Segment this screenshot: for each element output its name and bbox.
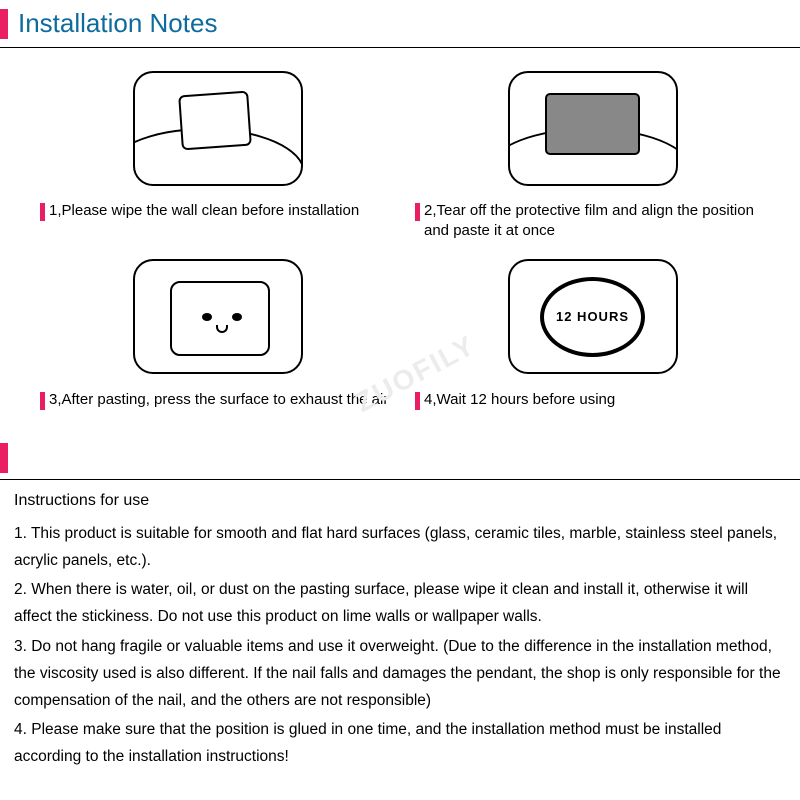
accent-mark [415,203,420,221]
step-4-caption: 4,Wait 12 hours before using [424,390,615,410]
steps-grid: 1,Please wipe the wall clean before inst… [0,48,800,420]
accent-mark [40,203,45,221]
step-4-illustration: 12 HOURS [438,252,748,382]
step-1-illustration [63,63,373,193]
page-title: Installation Notes [18,8,217,39]
step-1-caption: 1,Please wipe the wall clean before inst… [49,201,359,221]
instruction-item: 3. Do not hang fragile or valuable items… [14,633,786,714]
step-2-illustration [438,63,748,193]
instruction-item: 2. When there is water, oil, or dust on … [14,576,786,630]
step-2: 2,Tear off the protective film and align… [415,63,770,242]
clock-icon: 12 HOURS [540,277,645,357]
left-accent-bar [0,443,8,473]
instructions-heading: Instructions for use [14,492,786,510]
step-3-caption: 3,After pasting, press the surface to ex… [49,390,388,410]
clock-label: 12 HOURS [556,309,629,324]
accent-mark [40,392,45,410]
title-bar: Installation Notes [0,0,800,48]
step-1: 1,Please wipe the wall clean before inst… [40,63,395,242]
accent-mark [415,392,420,410]
step-3: 3,After pasting, press the surface to ex… [40,252,395,410]
accent-bar [0,9,8,39]
step-2-caption: 2,Tear off the protective film and align… [424,201,770,242]
instruction-item: 1. This product is suitable for smooth a… [14,520,786,574]
step-3-illustration [63,252,373,382]
instruction-item: 4. Please make sure that the position is… [14,716,786,770]
step-4: 12 HOURS 4,Wait 12 hours before using [415,252,770,410]
steps-section: 1,Please wipe the wall clean before inst… [0,48,800,473]
instructions-section: Instructions for use 1. This product is … [0,480,800,786]
